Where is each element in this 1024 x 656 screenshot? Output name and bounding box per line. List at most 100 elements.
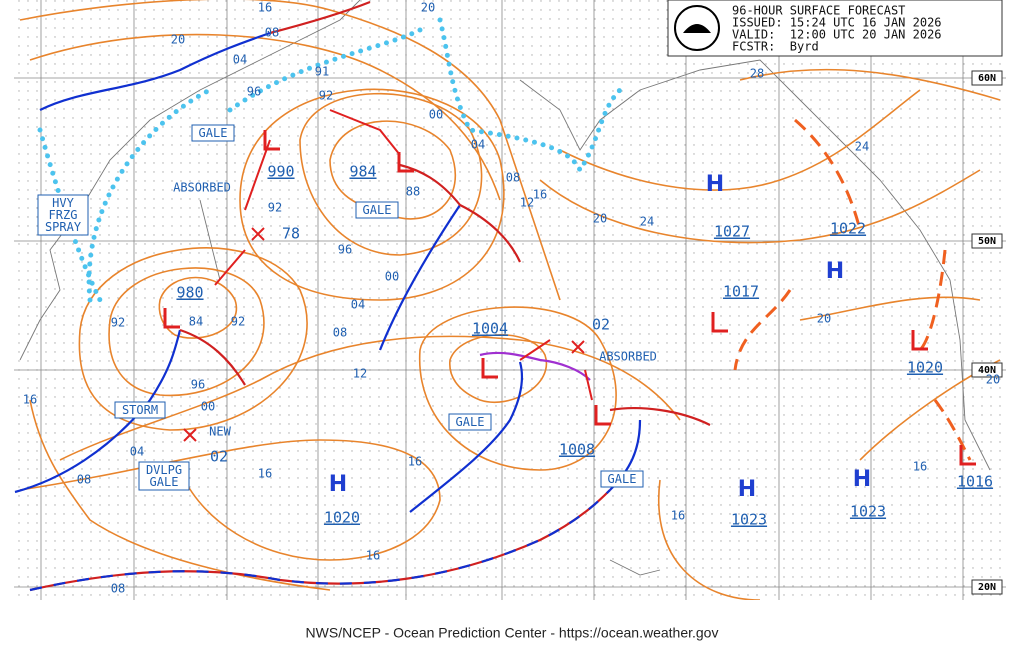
forecast-pressure: 02 bbox=[592, 316, 610, 334]
lat-label: 50N bbox=[978, 236, 996, 247]
warning-box bbox=[138, 461, 190, 491]
low-pressure: 1017 bbox=[723, 283, 759, 301]
isobar-label: 08 bbox=[506, 171, 520, 185]
isobar-label: 08 bbox=[265, 26, 279, 40]
isobar-label: 12 bbox=[520, 196, 534, 210]
warning-label: DVLPG GALE bbox=[146, 463, 182, 489]
warning-label: GALE bbox=[199, 126, 228, 140]
low-mark bbox=[594, 405, 611, 426]
low-mark bbox=[263, 130, 280, 151]
header-line: VALID: 12:00 UTC 20 JAN 2026 bbox=[732, 28, 942, 42]
isobar-label: 16 bbox=[408, 455, 422, 469]
low-mark bbox=[481, 358, 498, 379]
warning-box bbox=[37, 194, 89, 236]
isobar-label: 20 bbox=[817, 312, 831, 326]
map-area bbox=[14, 0, 1006, 600]
isobar-label: 08 bbox=[111, 582, 125, 596]
low-mark bbox=[959, 445, 976, 466]
warning-label: STORM bbox=[122, 403, 158, 417]
lat-label: 40N bbox=[978, 365, 996, 376]
low-pressure: 980 bbox=[176, 284, 203, 302]
fronts bbox=[14, 0, 972, 592]
isobar-label: 84 bbox=[189, 315, 203, 329]
high-letter: H bbox=[853, 467, 871, 492]
warning-label: GALE bbox=[608, 472, 637, 486]
note: NEW bbox=[209, 425, 231, 439]
isobar-label: 08 bbox=[333, 326, 347, 340]
warning-box bbox=[191, 124, 235, 142]
coastlines bbox=[19, 0, 991, 576]
high-letter: H bbox=[826, 259, 844, 284]
warning-label: GALE bbox=[363, 203, 392, 217]
isobar-label: 92 bbox=[111, 316, 125, 330]
graticule bbox=[14, 0, 1006, 600]
isobar-label: 24 bbox=[855, 140, 869, 154]
isobar-label: 20 bbox=[171, 33, 185, 47]
isobar-label: 12 bbox=[353, 367, 367, 381]
high-pressure: 1027 bbox=[714, 223, 750, 241]
lat-label-box bbox=[971, 233, 1003, 249]
isobar-label: 04 bbox=[233, 53, 247, 67]
isobar-label: 96 bbox=[191, 378, 205, 392]
low-pressure: 990 bbox=[267, 163, 294, 181]
footer-band bbox=[0, 600, 1024, 652]
isobar-label: 92 bbox=[231, 315, 245, 329]
note: ABSORBED bbox=[599, 350, 657, 364]
low-pressure: 1004 bbox=[472, 320, 508, 338]
low-pressure: 1008 bbox=[559, 441, 595, 459]
isobar-label: 16 bbox=[533, 188, 547, 202]
high-pressure: 1023 bbox=[850, 503, 886, 521]
forecast-pressure: 78 bbox=[282, 225, 300, 243]
isobar-label: 96 bbox=[338, 243, 352, 257]
high-pressure: 1023 bbox=[731, 511, 767, 529]
lat-label: 60N bbox=[978, 73, 996, 84]
isobar-label: 16 bbox=[671, 509, 685, 523]
isobar-label: 20 bbox=[593, 212, 607, 226]
isobar-label: 20 bbox=[421, 1, 435, 15]
lat-label: 20N bbox=[978, 582, 996, 593]
isobar-label: 04 bbox=[130, 445, 144, 459]
isobar-label: 20 bbox=[986, 373, 1000, 387]
header-line: ISSUED: 15:24 UTC 16 JAN 2026 bbox=[732, 16, 942, 30]
header-box bbox=[667, 0, 1003, 57]
low-mark bbox=[911, 330, 928, 351]
header-line: 96-HOUR SURFACE FORECAST bbox=[732, 4, 905, 18]
warning-box bbox=[600, 470, 644, 488]
isobar-label: 00 bbox=[385, 270, 399, 284]
isobar-label: 92 bbox=[319, 89, 333, 103]
isobar-label: 92 bbox=[268, 201, 282, 215]
header-line: FCSTR: Byrd bbox=[732, 40, 819, 54]
warning-box bbox=[355, 201, 399, 219]
isobar-label: 16 bbox=[23, 393, 37, 407]
low-mark bbox=[163, 308, 180, 329]
isobar-label: 04 bbox=[471, 138, 485, 152]
warning-label: HVY FRZG SPRAY bbox=[45, 196, 82, 234]
footer: NWS/NCEP - Ocean Prediction Center - htt… bbox=[306, 625, 719, 641]
forecast-pressure: 02 bbox=[210, 448, 228, 466]
warning-box bbox=[114, 401, 166, 419]
high-letter: H bbox=[706, 172, 724, 197]
high-pressure: 1022 bbox=[830, 220, 866, 238]
lat-label-box bbox=[971, 70, 1003, 86]
low-pressure: 1020 bbox=[907, 359, 943, 377]
note: ABSORBED bbox=[173, 181, 231, 195]
forecast-position bbox=[571, 340, 585, 354]
forecast-position bbox=[251, 227, 265, 241]
low-pressure: 1016 bbox=[957, 473, 993, 491]
note: 91 bbox=[315, 65, 329, 79]
low-mark bbox=[397, 152, 414, 173]
warning-label: GALE bbox=[456, 415, 485, 429]
isobar-label: 16 bbox=[366, 549, 380, 563]
isobar-label: 00 bbox=[429, 108, 443, 122]
warning-box bbox=[448, 413, 492, 431]
isobar-label: 16 bbox=[258, 467, 272, 481]
isobar-label: 24 bbox=[640, 215, 654, 229]
lat-label-box bbox=[971, 579, 1003, 595]
isobar-label: 00 bbox=[201, 400, 215, 414]
isobar-label: 96 bbox=[247, 85, 261, 99]
isobar-label: 04 bbox=[351, 298, 365, 312]
isobar-label: 88 bbox=[406, 185, 420, 199]
noaa-logo-bird bbox=[683, 24, 711, 33]
low-mark bbox=[711, 312, 728, 333]
isobar-label: 16 bbox=[913, 460, 927, 474]
